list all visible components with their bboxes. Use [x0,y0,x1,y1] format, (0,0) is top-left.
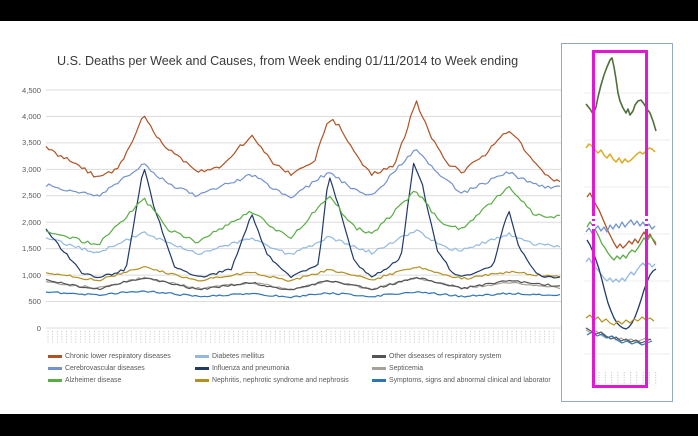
legend-item-label: Diabetes mellitus [212,353,265,360]
legend-swatch-icon [372,367,386,370]
legend-item: Influenza and pneumonia [195,365,289,372]
inset-chart [584,57,670,385]
legend-item-label: Septicemia [389,365,424,372]
legend-item-label: Nephritis, nephrotic syndrome and nephro… [212,377,349,384]
y-axis-tick-label: 4,500 [21,85,41,95]
legend-swatch-icon [372,379,386,382]
splice-mark-icon [645,221,648,224]
series-line-influenza-and-pneumonia [45,162,561,279]
highlight-rectangle-icon [592,50,648,388]
legend-item-label: Alzheimer disease [65,377,122,384]
splice-mark-icon [592,221,595,224]
inset-series-line-respiratory-spike [585,57,657,132]
inset-series-line-influenza-pneumonia [586,239,657,330]
series-line-alzheimer-disease [45,186,560,246]
splice-mark-icon [592,216,595,219]
inset-series-line-chronic-lower-respiratory [586,192,657,249]
y-axis-tick-label: 1,000 [21,270,41,280]
inset-series-line-alzheimer [586,221,657,261]
legend-swatch-icon [48,379,62,382]
legend-swatch-icon [48,355,62,358]
legend-item-label: Other diseases of respiratory system [389,353,502,360]
inset-zoom-panel [561,43,673,402]
inset-series-line-cerebrovascular [585,219,656,234]
legend-swatch-icon [195,355,209,358]
y-axis-tick-label: 4,000 [21,111,41,121]
y-axis-tick-label: 2,500 [21,191,41,201]
splice-mark-icon [645,216,648,219]
inset-series-line-other-respiratory [585,327,652,344]
legend-item: Symptoms, signs and abnormal clinical an… [372,377,551,384]
legend-swatch-icon [48,367,62,370]
legend-item-label: Symptoms, signs and abnormal clinical an… [389,377,551,384]
legend-item: Septicemia [372,365,423,372]
y-axis-tick-label: 2,000 [21,217,41,227]
splice-mark-icon [592,226,595,229]
legend-item: Other diseases of respiratory system [372,353,501,360]
legend-item: Chronic lower respiratory diseases [48,353,171,360]
y-axis-tick-label: 1,500 [21,244,41,254]
legend-item-label: Cerebrovascular diseases [65,365,145,372]
inset-series-line-symptoms [586,331,653,346]
series-line-chronic-lower-respiratory-dise [45,100,561,183]
legend-item: Alzheimer disease [48,377,121,384]
series-line-symptoms-signs-and-abnormal-cl [45,290,561,299]
inset-series-line-diabetes [585,257,656,283]
series-line-diabetes-mellitus [45,229,561,256]
legend-swatch-icon [372,355,386,358]
legend-item: Cerebrovascular diseases [48,365,145,372]
y-axis-tick-label: 500 [28,297,41,307]
series-line-nephritis-nephrotic-syndrome-a [45,266,561,282]
series-line-other-diseases-of-respiratory- [45,276,561,291]
y-axis-tick-label: 3,500 [21,138,41,148]
y-axis-tick-label: 0 [36,323,41,333]
legend-item-label: Chronic lower respiratory diseases [65,353,171,360]
y-axis-tick-label: 3,000 [21,164,41,174]
legend-item: Diabetes mellitus [195,353,264,360]
chart-title: U.S. Deaths per Week and Causes, from We… [57,54,519,68]
legend-swatch-icon [195,379,209,382]
inset-series-line-gold-upper [585,143,656,164]
legend-swatch-icon [195,367,209,370]
legend-item: Nephritis, nephrotic syndrome and nephro… [195,377,349,384]
series-line-cerebrovascular-diseases [45,149,561,199]
splice-mark-icon [645,226,648,229]
legend-item-label: Influenza and pneumonia [212,365,290,372]
inset-series-line-nephritis [585,314,655,326]
series-line-septicemia [45,276,561,291]
